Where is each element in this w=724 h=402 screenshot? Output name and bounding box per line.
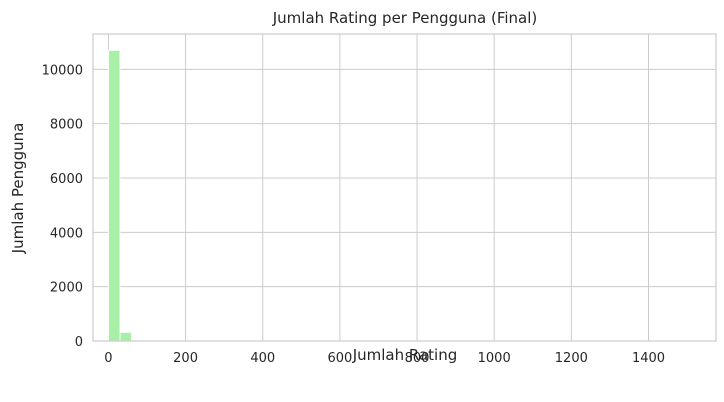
y-axis-ticks: 0 2000 4000 6000 8000 10000 [42,63,83,350]
x-tick-label: 1000 [478,351,511,366]
histogram-bar [119,331,133,342]
y-axis-label: Jumlah Pengguna [9,123,27,255]
x-tick-label: 0 [104,351,112,366]
x-tick-label: 1400 [632,351,665,366]
chart-title: Jumlah Rating per Pengguna (Final) [272,9,538,27]
x-tick-label: 600 [327,351,352,366]
y-tick-label: 10000 [42,63,83,78]
x-axis-label: Jumlah Rating [352,346,458,364]
y-tick-label: 6000 [50,172,83,187]
plot-border [92,33,717,342]
y-tick-label: 4000 [50,226,83,241]
histogram-bars [107,49,688,342]
x-tick-label: 1200 [555,351,588,366]
x-tick-label: 400 [250,351,275,366]
x-axis-ticks: 0 200 400 600 800 1000 1200 1400 [104,351,665,366]
y-tick-label: 0 [75,335,83,350]
grid-lines [93,34,716,342]
x-tick-label: 200 [173,351,198,366]
y-tick-label: 8000 [50,118,83,133]
x-tick-label: 800 [405,351,430,366]
y-tick-label: 2000 [50,281,83,296]
histogram-bar [107,49,121,342]
